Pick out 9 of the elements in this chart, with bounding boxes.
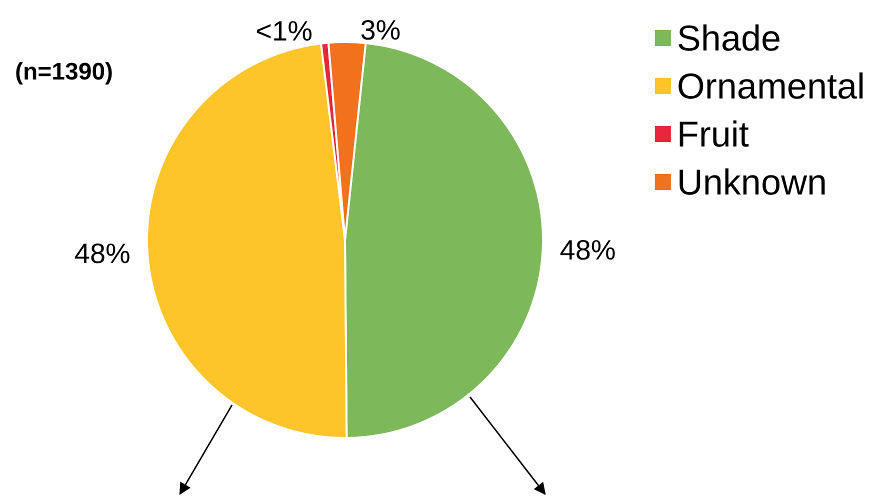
data-label: 48% — [74, 238, 130, 270]
data-label: <1% — [256, 16, 312, 47]
legend-label: Ornamental — [676, 66, 866, 106]
data-label: 3% — [360, 14, 401, 46]
data-label: 48% — [560, 234, 616, 266]
legend-label: Shade — [676, 18, 782, 58]
legend-label: Fruit — [676, 114, 749, 154]
legend-label: Unknown — [676, 162, 828, 202]
text: (n=1390) — [15, 58, 114, 86]
